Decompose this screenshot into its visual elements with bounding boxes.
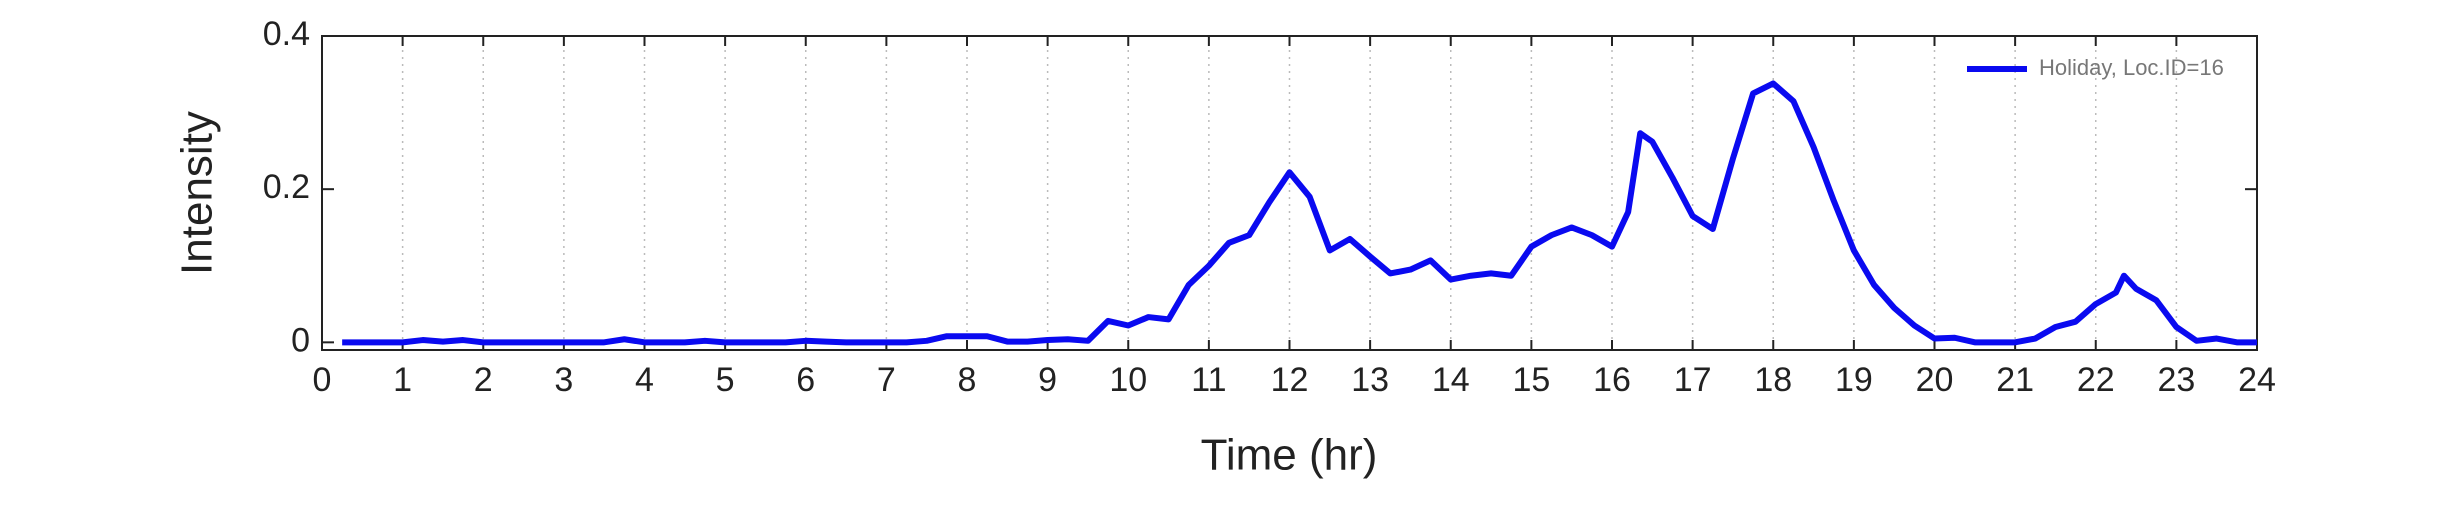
x-tick-label: 22 bbox=[2077, 361, 2115, 399]
legend-label: Holiday, Loc.ID=16 bbox=[2039, 55, 2224, 80]
x-tick-label: 19 bbox=[1835, 361, 1873, 399]
x-tick-label: 13 bbox=[1351, 361, 1389, 399]
x-tick-label: 23 bbox=[2157, 361, 2195, 399]
y-tick-label: 0.2 bbox=[263, 168, 310, 206]
plot-frame bbox=[321, 35, 2258, 351]
x-tick-label: 24 bbox=[2238, 361, 2276, 399]
y-tick-label: 0 bbox=[291, 321, 310, 359]
x-tick-label: 7 bbox=[877, 361, 896, 399]
y-tick-label: 0.4 bbox=[263, 15, 310, 53]
x-tick-label: 15 bbox=[1512, 361, 1550, 399]
x-tick-label: 14 bbox=[1432, 361, 1470, 399]
x-tick-label: 1 bbox=[393, 361, 412, 399]
x-tick-label: 18 bbox=[1754, 361, 1792, 399]
x-tick-label: 10 bbox=[1109, 361, 1147, 399]
x-tick-label: 11 bbox=[1191, 361, 1226, 399]
x-tick-label: 4 bbox=[635, 361, 654, 399]
x-tick-label: 2 bbox=[474, 361, 493, 399]
x-tick-label: 5 bbox=[716, 361, 735, 399]
x-tick-label: 9 bbox=[1038, 361, 1057, 399]
x-tick-label: 0 bbox=[313, 361, 332, 399]
x-tick-label: 17 bbox=[1674, 361, 1712, 399]
x-tick-label: 21 bbox=[1996, 361, 2034, 399]
y-axis-label: Intensity bbox=[173, 111, 222, 275]
x-tick-label: 6 bbox=[796, 361, 815, 399]
x-tick-label: 12 bbox=[1271, 361, 1309, 399]
x-tick-label: 20 bbox=[1916, 361, 1954, 399]
data-line bbox=[342, 80, 2257, 346]
x-tick-label: 3 bbox=[554, 361, 573, 399]
x-axis-label: Time (hr) bbox=[1201, 431, 1378, 480]
x-tick-label: 8 bbox=[958, 361, 977, 399]
x-tick-label: 16 bbox=[1593, 361, 1631, 399]
